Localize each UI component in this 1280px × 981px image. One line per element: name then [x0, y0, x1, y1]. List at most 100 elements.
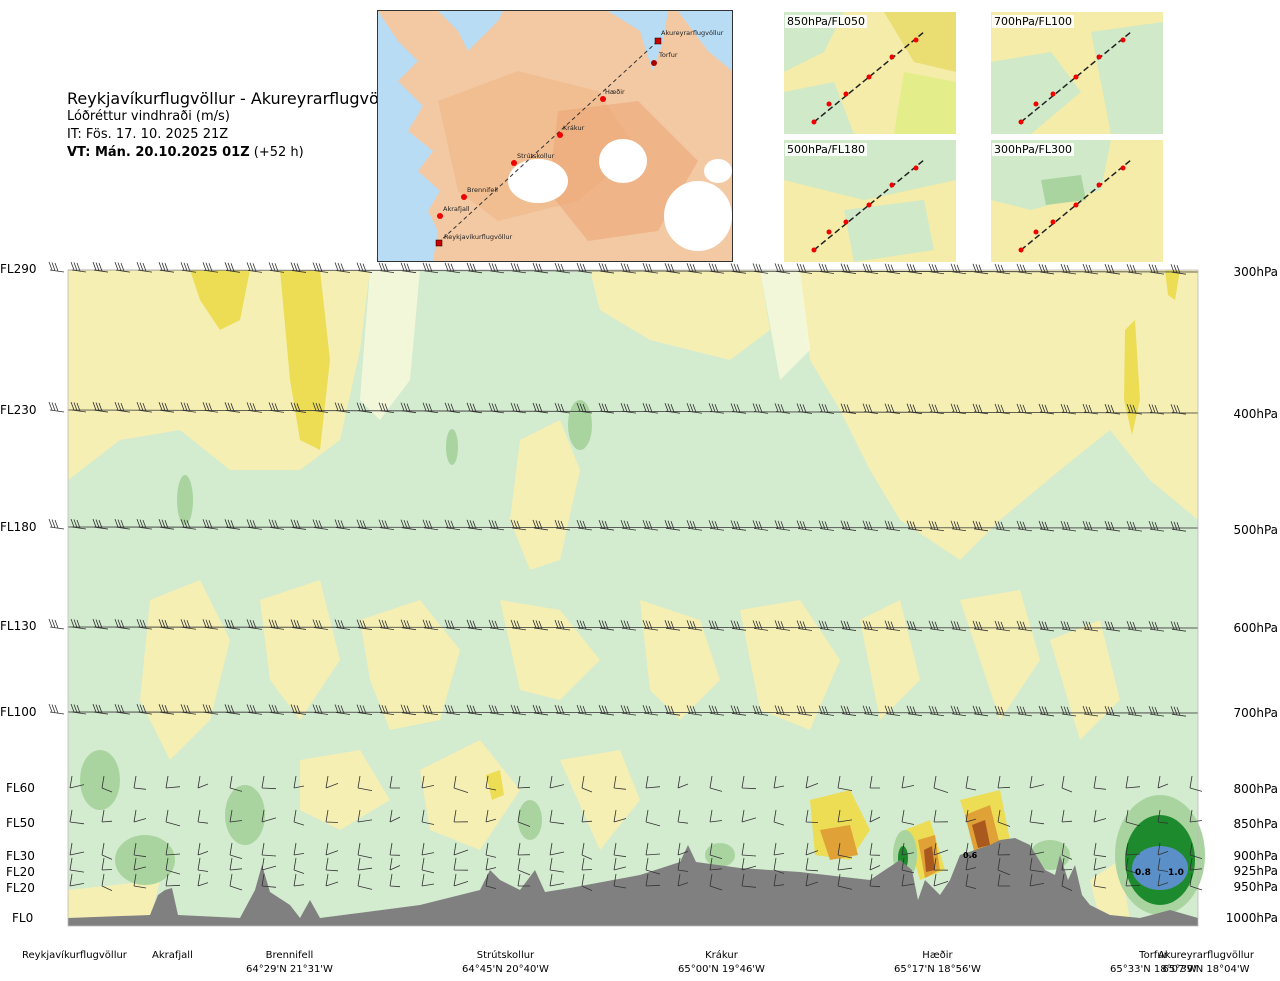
contour-label: 0.6 [963, 851, 978, 860]
level-map-label: 850hPa/FL050 [785, 15, 868, 28]
wind-barb [70, 703, 87, 715]
wind-barb [1125, 873, 1141, 887]
wind-barb [197, 873, 209, 887]
wind-barb [928, 620, 945, 632]
wind-barb [400, 402, 417, 414]
wind-barb [1157, 873, 1169, 887]
wind-barb [224, 619, 241, 630]
wind-barb [202, 402, 219, 413]
issue-time: IT: Fös. 17. 10. 2025 21Z [67, 127, 229, 142]
wind-barb [664, 520, 681, 531]
wind-barb [180, 262, 197, 273]
wind-barb [1029, 809, 1045, 825]
wind-barb [554, 619, 571, 631]
wind-barb [1029, 857, 1045, 873]
wind-barb [818, 520, 835, 531]
wind-barb [48, 261, 65, 273]
wind-barb [581, 857, 593, 871]
station-coord: 65°39'N 18°04'W [1162, 964, 1250, 975]
wind-barb [752, 263, 769, 274]
wind-barb [1060, 520, 1077, 532]
wind-barb [884, 705, 901, 717]
wind-barb [818, 620, 835, 631]
wind-barb [158, 519, 175, 530]
wind-barb [325, 775, 339, 789]
wind-barb [290, 402, 307, 413]
wind-barb [1093, 842, 1107, 858]
wind-barb [752, 705, 769, 716]
wind-barb [444, 262, 461, 274]
wind-barb [613, 775, 627, 790]
wind-barb [421, 842, 435, 856]
valid-time-label: VT: Mán. 20.10.2025 01Z [67, 145, 250, 160]
wind-barb [453, 775, 469, 794]
level-map-500: 500hPa/FL180 [784, 140, 956, 262]
wind-barb [664, 403, 681, 414]
wind-barb [1125, 857, 1141, 875]
p-label-850: 850hPa [1233, 817, 1278, 831]
wind-barb [136, 401, 153, 413]
wind-barb [774, 403, 791, 414]
wind-barb [642, 620, 659, 631]
wind-barb [997, 842, 1011, 856]
wind-barb [1170, 621, 1187, 632]
wind-barb [422, 402, 439, 414]
wind-barb [70, 401, 87, 413]
wind-barb [708, 520, 725, 531]
wind-barb [1170, 404, 1187, 415]
wind-barb [613, 842, 627, 858]
wind-barb [246, 402, 263, 413]
wind-barb [293, 775, 305, 789]
wind-barb [1038, 705, 1055, 717]
wind-barb [972, 263, 989, 275]
wind-barb [165, 775, 181, 789]
wind-barb [312, 402, 329, 413]
wind-barb [400, 704, 417, 716]
wind-barb [805, 809, 819, 823]
wind-barb [510, 519, 527, 531]
wind-barb [677, 842, 689, 856]
wind-barb [884, 403, 901, 415]
route-title: Reykjavíkurflugvöllur - Akureyrarflugvöl… [67, 89, 405, 108]
wind-barb [389, 857, 401, 871]
wind-barb [576, 619, 593, 631]
wind-barb [229, 809, 243, 823]
wind-barb [773, 842, 785, 856]
wind-barb [1104, 403, 1121, 415]
station-coord: 65°00'N 19°46'W [678, 964, 765, 975]
wind-barb [1082, 620, 1099, 632]
wind-barb [1126, 620, 1143, 632]
wind-barb [709, 873, 723, 891]
wind-barb [325, 809, 339, 823]
wind-barb [532, 519, 549, 531]
wind-barb [488, 619, 505, 631]
wind-barb [101, 857, 113, 871]
contour-label: 1.0 [1168, 868, 1184, 878]
wind-barb [389, 873, 401, 888]
wind-barb [224, 402, 241, 413]
fl-label-50: FL50 [6, 816, 35, 830]
wind-barb [994, 403, 1011, 415]
wind-barb [334, 619, 351, 630]
wind-barb [901, 857, 915, 874]
map-label-brennifell: Brennifell [467, 186, 498, 194]
wind-barb [840, 620, 857, 631]
station-reykjavik: Reykjavíkurflugvöllur [22, 950, 127, 961]
fl-label-180: FL180 [0, 520, 37, 534]
wind-barb [730, 520, 747, 531]
wind-barb [1170, 706, 1187, 717]
wind-barb [69, 842, 85, 856]
level-map-label: 700hPa/FL100 [992, 15, 1075, 28]
wind-barb [165, 857, 181, 875]
variable-subtitle: Lóðréttur vindhraði (m/s) [67, 109, 230, 124]
wind-barb [933, 809, 949, 823]
wind-barb [378, 402, 395, 414]
wind-barb [576, 262, 593, 274]
wind-barb [950, 520, 967, 532]
wind-barb [290, 704, 307, 715]
wind-barb [774, 620, 791, 631]
wind-barb [421, 809, 435, 825]
wind-barb [950, 263, 967, 275]
wind-barb [730, 263, 747, 274]
wind-barb [994, 705, 1011, 717]
